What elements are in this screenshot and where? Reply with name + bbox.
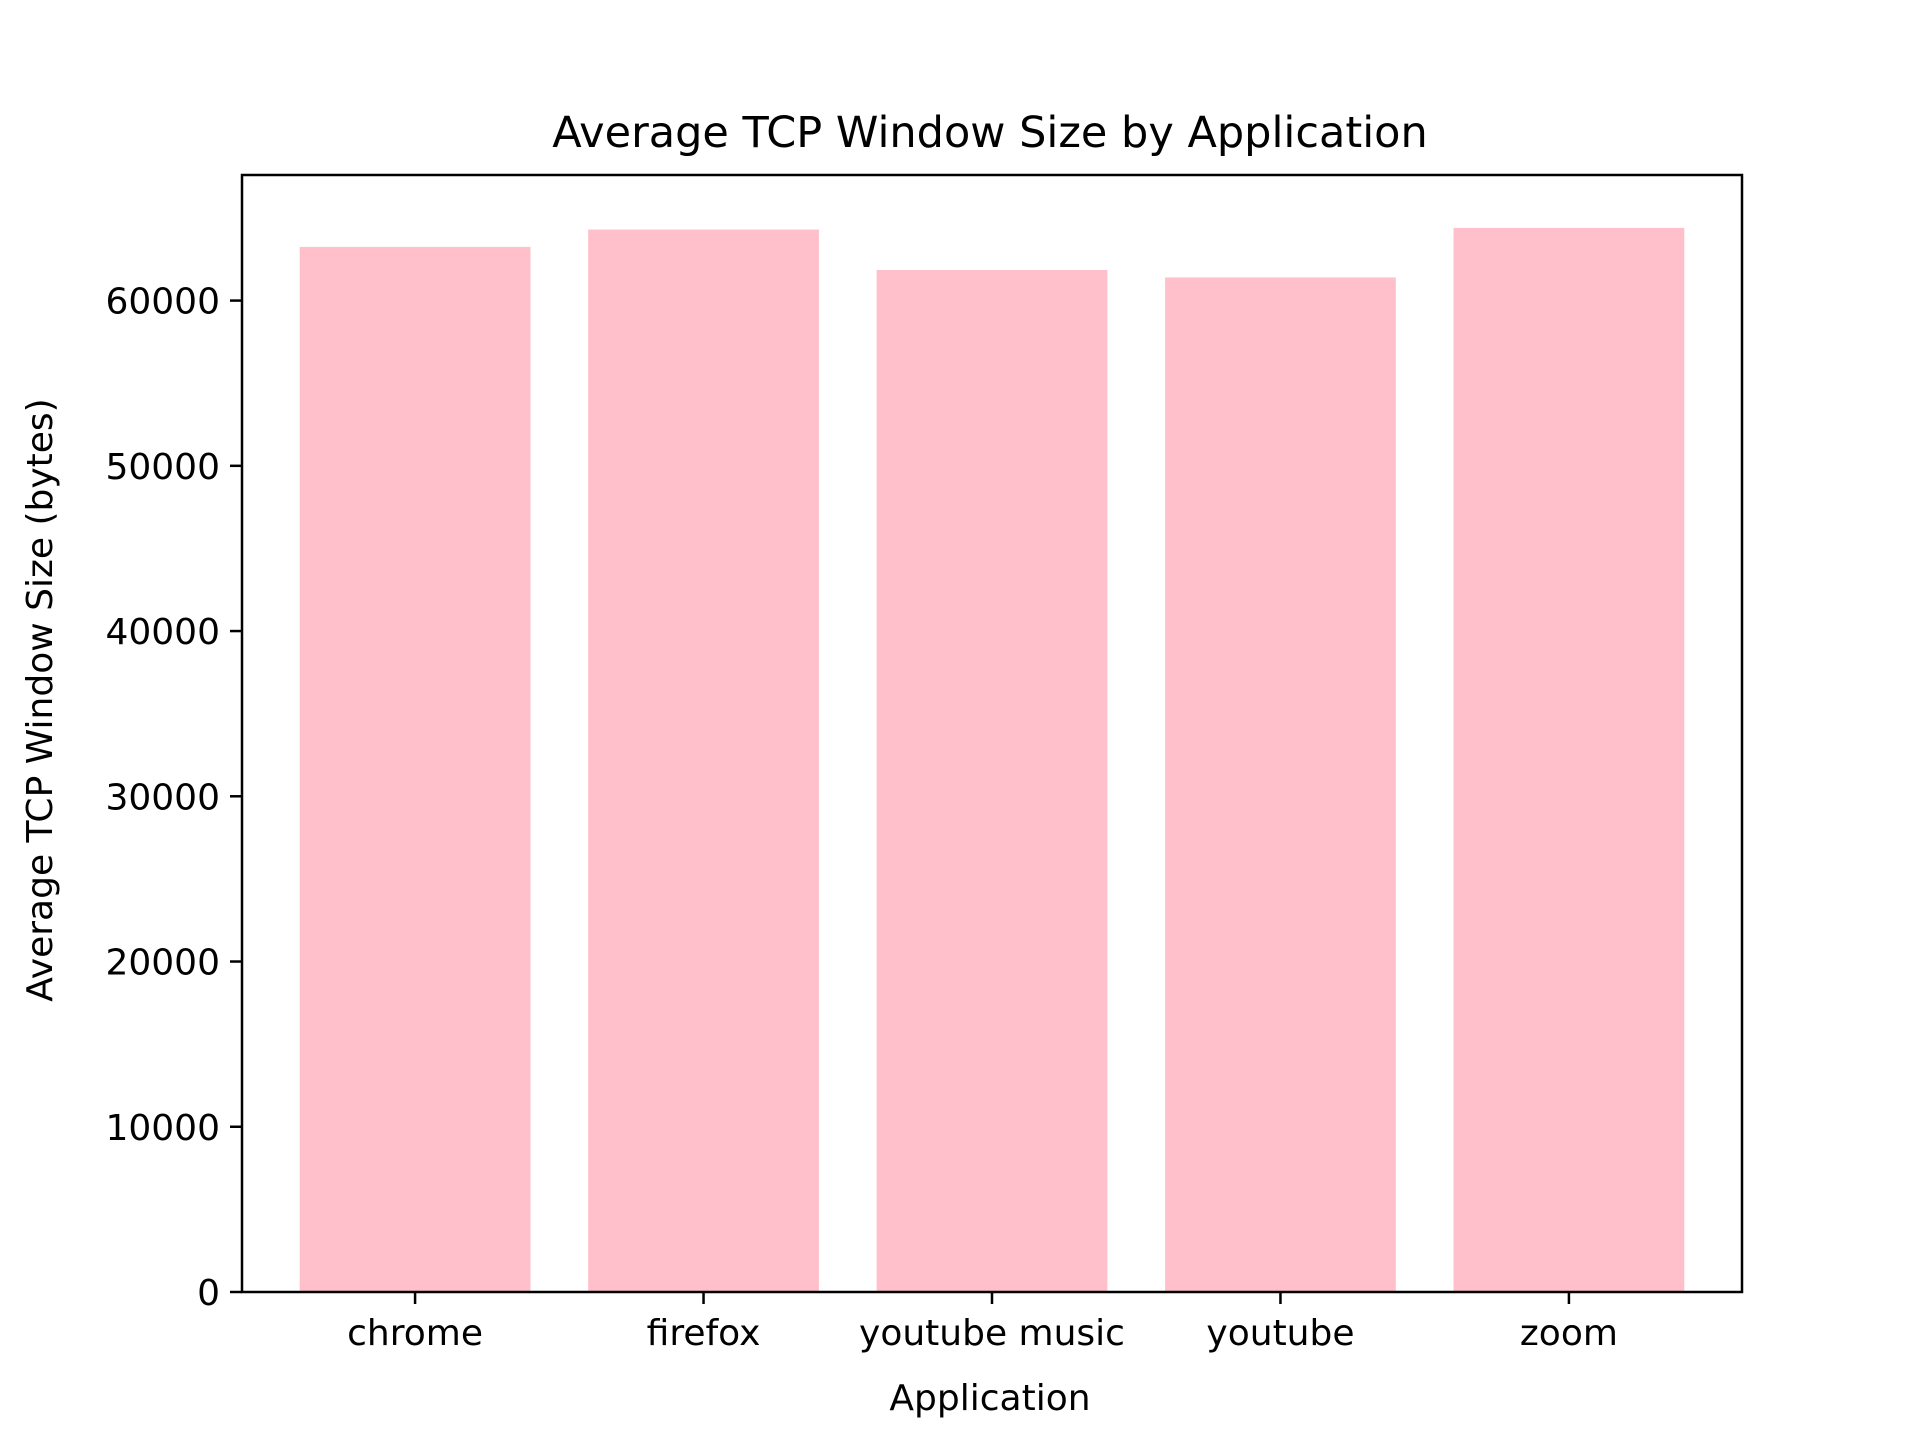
y-tick-label: 20000 [105, 943, 220, 984]
x-tick-label: zoom [1520, 1313, 1618, 1354]
x-tick-label: firefox [647, 1313, 761, 1354]
y-tick-label: 50000 [105, 447, 220, 488]
x-tick-label: youtube music [859, 1313, 1125, 1354]
y-axis-label: Average TCP Window Size (bytes) [20, 398, 61, 1001]
bar-chrome [299, 246, 531, 1293]
plot-area-frame [240, 173, 1744, 1294]
x-tick-label: chrome [347, 1313, 483, 1354]
y-axis-ticks: 0 10000 20000 30000 40000 50000 60000 [105, 282, 242, 1314]
y-tick-label: 10000 [105, 1108, 220, 1149]
x-axis-ticks: chrome firefox youtube music youtube zoom [347, 1292, 1618, 1354]
x-axis-label: Application [889, 1378, 1090, 1419]
bar-zoom [1453, 227, 1685, 1292]
y-tick-label: 30000 [105, 777, 220, 818]
bar-youtube [1165, 277, 1396, 1292]
chart-title: Average TCP Window Size by Application [552, 108, 1427, 158]
x-tick-label: youtube [1206, 1313, 1354, 1354]
y-tick-label: 40000 [105, 612, 220, 653]
bars-group [299, 227, 1685, 1293]
bar-youtube-music [876, 270, 1108, 1292]
y-tick-label: 0 [197, 1273, 220, 1314]
bar-firefox [588, 229, 819, 1293]
y-tick-label: 60000 [105, 282, 220, 323]
